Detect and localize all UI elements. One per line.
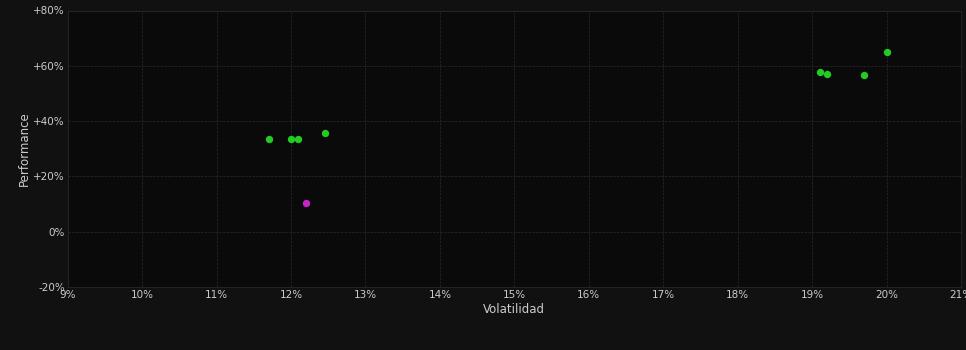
Point xyxy=(879,49,895,55)
Point xyxy=(317,130,332,135)
Point xyxy=(819,71,835,77)
Point xyxy=(283,136,298,142)
Point xyxy=(812,69,828,75)
Y-axis label: Performance: Performance xyxy=(17,111,31,186)
Point xyxy=(261,136,276,142)
X-axis label: Volatilidad: Volatilidad xyxy=(483,302,546,316)
Point xyxy=(291,136,306,142)
Point xyxy=(857,72,872,77)
Point xyxy=(298,201,314,206)
